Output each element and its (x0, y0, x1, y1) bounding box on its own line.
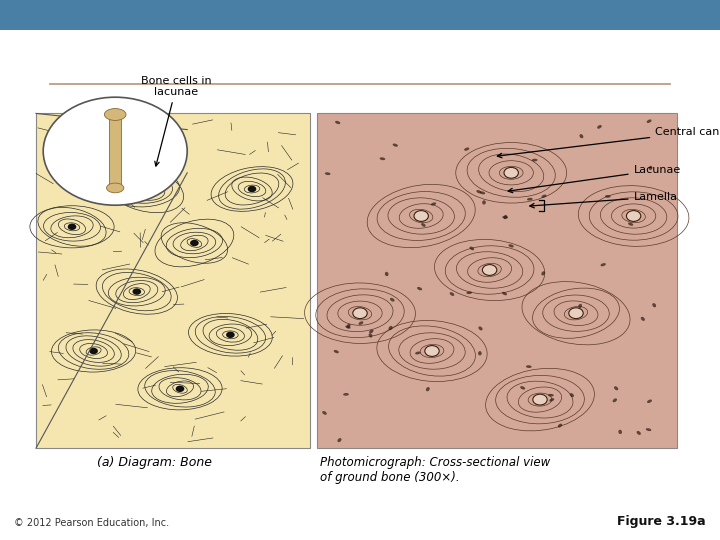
Circle shape (533, 394, 547, 405)
Circle shape (626, 211, 641, 221)
Circle shape (190, 240, 199, 246)
Bar (109, 116, 121, 186)
Ellipse shape (480, 191, 485, 194)
Ellipse shape (641, 317, 645, 321)
Ellipse shape (369, 329, 374, 334)
Ellipse shape (450, 292, 454, 296)
Ellipse shape (502, 292, 507, 295)
Ellipse shape (347, 324, 351, 328)
Ellipse shape (338, 438, 341, 442)
Ellipse shape (548, 394, 554, 396)
Circle shape (414, 211, 428, 221)
Circle shape (43, 97, 187, 205)
Ellipse shape (532, 159, 538, 161)
Ellipse shape (390, 298, 395, 302)
Ellipse shape (107, 183, 124, 193)
Text: (a) Diagram: Bone: (a) Diagram: Bone (97, 456, 212, 469)
Ellipse shape (464, 147, 469, 151)
Ellipse shape (415, 352, 420, 354)
Ellipse shape (614, 386, 618, 390)
Ellipse shape (520, 386, 525, 389)
Ellipse shape (541, 271, 545, 275)
Circle shape (425, 346, 439, 356)
Ellipse shape (628, 222, 633, 226)
Circle shape (89, 348, 98, 354)
Circle shape (569, 308, 583, 319)
Ellipse shape (503, 216, 508, 219)
Ellipse shape (613, 399, 617, 402)
Circle shape (482, 265, 497, 275)
Ellipse shape (649, 166, 652, 170)
Text: Lamella: Lamella (530, 192, 678, 208)
Circle shape (353, 308, 367, 319)
Ellipse shape (647, 400, 652, 403)
Circle shape (248, 186, 256, 192)
Ellipse shape (369, 333, 372, 338)
Ellipse shape (421, 223, 426, 227)
Circle shape (504, 167, 518, 178)
Ellipse shape (482, 200, 486, 205)
Ellipse shape (359, 321, 364, 325)
Ellipse shape (647, 119, 652, 123)
Ellipse shape (104, 109, 126, 120)
Ellipse shape (600, 263, 606, 266)
Ellipse shape (541, 194, 546, 198)
Ellipse shape (526, 365, 531, 368)
Ellipse shape (343, 393, 349, 396)
Ellipse shape (578, 304, 582, 308)
Circle shape (140, 186, 148, 192)
Ellipse shape (503, 215, 507, 219)
Text: Lacunae: Lacunae (508, 165, 681, 193)
Ellipse shape (379, 157, 385, 160)
Bar (0, 0, 720, 30)
Text: Photomicrograph: Cross-sectional view
of ground bone (300×).: Photomicrograph: Cross-sectional view of… (320, 456, 551, 484)
Bar (317, 113, 677, 448)
Ellipse shape (478, 351, 482, 355)
Ellipse shape (652, 303, 656, 307)
Ellipse shape (333, 350, 339, 353)
Text: Central canal: Central canal (498, 127, 720, 158)
Text: Figure 3.19a: Figure 3.19a (617, 515, 706, 528)
Ellipse shape (508, 244, 514, 247)
Ellipse shape (389, 326, 392, 330)
Bar (36, 113, 310, 448)
Ellipse shape (335, 121, 341, 124)
Ellipse shape (618, 430, 622, 434)
Ellipse shape (527, 198, 533, 200)
Text: © 2012 Pearson Education, Inc.: © 2012 Pearson Education, Inc. (14, 518, 169, 528)
Text: Bone cells in
lacunae: Bone cells in lacunae (141, 76, 212, 166)
Ellipse shape (478, 326, 482, 330)
Ellipse shape (426, 387, 430, 392)
Ellipse shape (580, 134, 583, 138)
Ellipse shape (346, 326, 351, 329)
Circle shape (176, 386, 184, 392)
Ellipse shape (570, 393, 574, 397)
Ellipse shape (605, 195, 611, 198)
Ellipse shape (636, 431, 641, 435)
Ellipse shape (597, 125, 602, 129)
Ellipse shape (469, 247, 474, 251)
Ellipse shape (323, 411, 327, 415)
Ellipse shape (549, 398, 554, 402)
Ellipse shape (325, 172, 330, 175)
Ellipse shape (417, 287, 422, 291)
Circle shape (68, 224, 76, 230)
Ellipse shape (385, 272, 389, 276)
Ellipse shape (392, 144, 398, 147)
Ellipse shape (477, 190, 482, 193)
Ellipse shape (431, 202, 436, 206)
Ellipse shape (467, 292, 472, 294)
Ellipse shape (646, 428, 652, 431)
Circle shape (132, 288, 141, 295)
Ellipse shape (558, 424, 562, 428)
Circle shape (226, 332, 235, 338)
